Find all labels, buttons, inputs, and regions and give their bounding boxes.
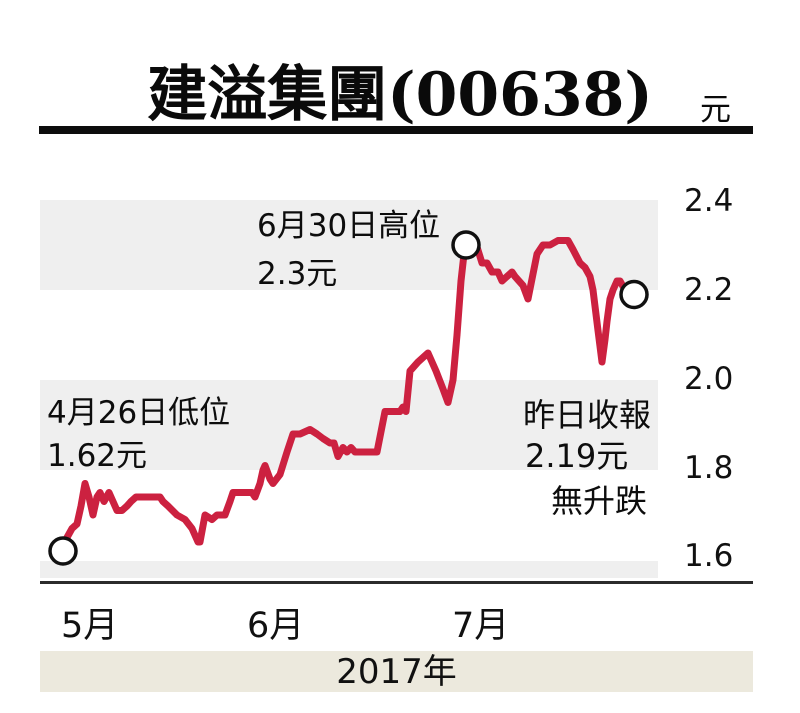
y-axis-unit-label: 元 [700,92,731,128]
annotation-high-price: 2.3元 [257,256,338,292]
annotation-high-date: 6月30日高位 [257,208,441,244]
x-tick-july: 7月 [452,606,510,646]
x-axis-line [40,581,753,584]
annotation-low-date: 4月26日低位 [47,395,231,431]
annotation-close-label: 昨日收報 [523,396,652,434]
low-point-marker [48,536,78,566]
x-tick-june: 6月 [247,606,305,646]
y-tick-1.8: 1.8 [684,450,734,486]
annotation-close-price: 2.19元 [525,437,629,475]
y-tick-2.4: 2.4 [684,183,734,219]
year-band: 2017年 [40,651,753,692]
page-title: 建溢集團(00638) [147,60,653,130]
high-point-marker [451,230,481,260]
y-tick-1.6: 1.6 [684,538,734,574]
year-label: 2017年 [336,652,457,692]
close-point-marker [619,279,649,310]
annotation-low-price: 1.62元 [47,438,148,474]
y-tick-2.2: 2.2 [684,272,734,308]
annotation-close-change: 無升跌 [551,482,648,520]
x-tick-may: 5月 [61,606,119,646]
header-rule [39,126,753,134]
grid-stripe [40,380,658,470]
grid-stripe [40,561,658,578]
y-tick-2.0: 2.0 [684,361,734,397]
price-line-series [59,237,637,555]
